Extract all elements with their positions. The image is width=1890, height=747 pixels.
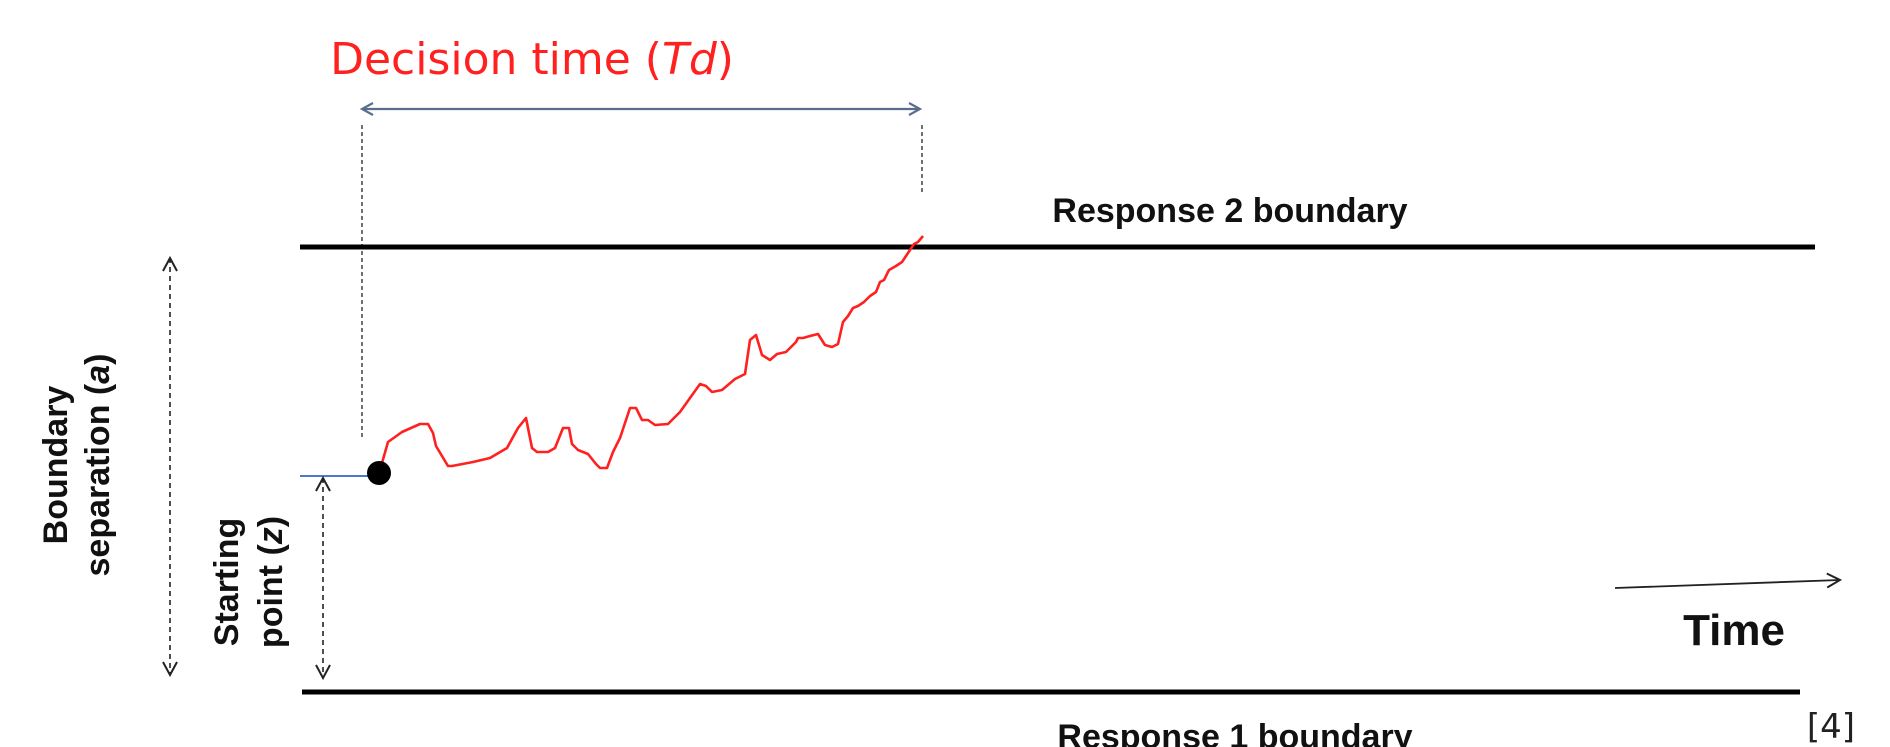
response-1-boundary-label: Response 1 boundary (1057, 718, 1412, 747)
evidence-accumulation-path (378, 235, 924, 471)
reference-label: [4] (1807, 707, 1855, 747)
starting-point-label: Starting point (z) (208, 516, 290, 648)
time-arrow (1614, 580, 1840, 589)
starting-point-dot (367, 461, 391, 485)
boundary-separation-label: Boundary separation (a) (37, 354, 117, 577)
decision-time-label: Decision time (Td) (330, 34, 734, 85)
time-label: Time (1683, 606, 1785, 655)
response-2-boundary-label: Response 2 boundary (1052, 192, 1407, 230)
